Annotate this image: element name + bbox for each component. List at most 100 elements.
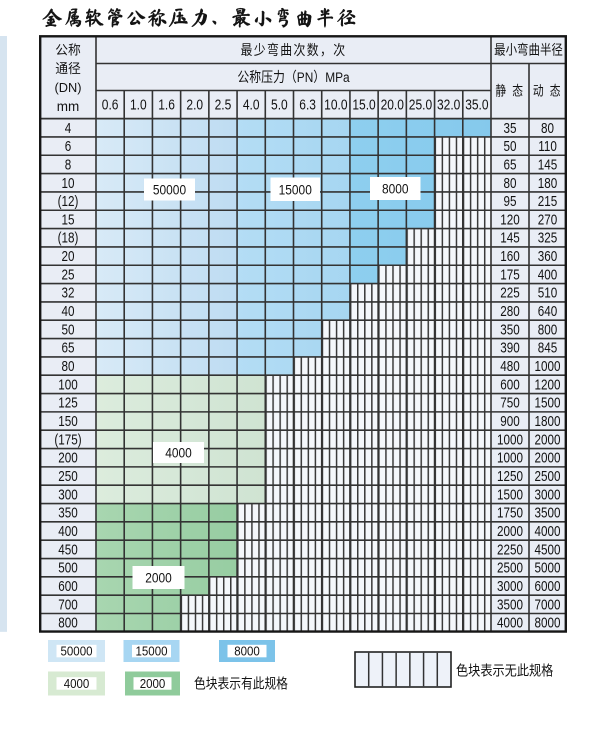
svg-text:4000: 4000	[497, 614, 523, 631]
svg-text:静 态: 静 态	[495, 80, 524, 100]
svg-text:2000: 2000	[535, 431, 561, 448]
svg-text:480: 480	[500, 358, 519, 375]
svg-text:4000: 4000	[165, 445, 192, 461]
svg-text:110: 110	[538, 138, 557, 155]
svg-text:120: 120	[500, 211, 519, 228]
svg-text:35: 35	[503, 120, 516, 137]
svg-text:1200: 1200	[535, 376, 561, 393]
svg-text:400: 400	[58, 523, 77, 540]
svg-text:40: 40	[61, 303, 74, 320]
svg-text:145: 145	[538, 156, 557, 173]
svg-text:3000: 3000	[535, 486, 561, 503]
svg-text:3000: 3000	[497, 578, 523, 595]
svg-text:80: 80	[503, 174, 516, 191]
svg-text:145: 145	[500, 229, 519, 246]
svg-text:15000: 15000	[136, 644, 168, 659]
svg-text:50000: 50000	[153, 182, 186, 198]
svg-text:(18): (18)	[58, 229, 79, 246]
svg-text:700: 700	[58, 596, 77, 613]
svg-text:5000: 5000	[535, 559, 561, 576]
svg-text:10.0: 10.0	[324, 96, 348, 113]
svg-text:25.0: 25.0	[409, 96, 433, 113]
svg-text:500: 500	[58, 559, 77, 576]
svg-text:15000: 15000	[279, 181, 312, 197]
svg-text:80: 80	[61, 358, 74, 375]
svg-text:7000: 7000	[535, 596, 561, 613]
svg-text:金属软管公称压力、最小弯曲半径: 金属软管公称压力、最小弯曲半径	[42, 8, 357, 28]
svg-text:325: 325	[538, 229, 557, 246]
svg-text:3500: 3500	[535, 504, 561, 521]
svg-text:600: 600	[58, 578, 77, 595]
svg-text:8000: 8000	[382, 181, 409, 197]
svg-text:2000: 2000	[140, 676, 166, 691]
svg-text:400: 400	[538, 266, 557, 283]
svg-text:2.5: 2.5	[215, 96, 232, 113]
svg-text:160: 160	[500, 248, 519, 265]
svg-text:50000: 50000	[61, 644, 93, 659]
svg-text:色块表示无此规格: 色块表示无此规格	[456, 659, 553, 679]
svg-text:100: 100	[58, 376, 77, 393]
svg-text:1250: 1250	[497, 468, 523, 485]
svg-text:动 态: 动 态	[533, 80, 562, 100]
svg-text:2000: 2000	[497, 523, 523, 540]
svg-text:5.0: 5.0	[271, 96, 288, 113]
svg-text:390: 390	[500, 339, 519, 356]
svg-text:65: 65	[503, 156, 516, 173]
svg-text:公称: 公称	[55, 39, 81, 58]
svg-text:250: 250	[58, 468, 77, 485]
svg-text:色块表示有此规格: 色块表示有此规格	[194, 672, 288, 693]
svg-text:2000: 2000	[535, 449, 561, 466]
svg-text:3500: 3500	[497, 596, 523, 613]
svg-text:8: 8	[65, 156, 72, 173]
svg-text:6000: 6000	[535, 578, 561, 595]
svg-text:2500: 2500	[535, 468, 561, 485]
svg-text:4.0: 4.0	[243, 96, 260, 113]
svg-text:公称压力（PN）MPa: 公称压力（PN）MPa	[237, 66, 350, 86]
svg-text:1000: 1000	[535, 358, 561, 375]
svg-text:6: 6	[65, 138, 72, 155]
svg-text:2.0: 2.0	[186, 96, 203, 113]
svg-text:通径: 通径	[55, 58, 81, 77]
svg-text:225: 225	[500, 284, 519, 301]
svg-text:8000: 8000	[535, 614, 561, 631]
svg-text:845: 845	[538, 339, 557, 356]
svg-text:1000: 1000	[497, 431, 523, 448]
svg-text:0.6: 0.6	[102, 96, 119, 113]
svg-text:15: 15	[61, 211, 74, 228]
svg-text:4: 4	[65, 120, 72, 137]
svg-text:180: 180	[538, 174, 557, 191]
svg-text:10: 10	[61, 174, 74, 191]
svg-text:800: 800	[58, 614, 77, 631]
svg-text:1500: 1500	[535, 394, 561, 411]
svg-text:2250: 2250	[497, 541, 523, 558]
svg-text:(175): (175)	[54, 431, 81, 448]
svg-text:20: 20	[61, 248, 74, 265]
svg-text:50: 50	[503, 138, 516, 155]
svg-text:1750: 1750	[497, 504, 523, 521]
svg-text:4500: 4500	[535, 541, 561, 558]
svg-text:270: 270	[538, 211, 557, 228]
svg-text:600: 600	[500, 376, 519, 393]
svg-text:8000: 8000	[234, 644, 260, 659]
svg-text:900: 900	[500, 413, 519, 430]
svg-text:32: 32	[61, 284, 74, 301]
svg-text:350: 350	[58, 504, 77, 521]
svg-text:360: 360	[538, 248, 557, 265]
svg-text:50: 50	[61, 321, 74, 338]
svg-text:35.0: 35.0	[465, 96, 489, 113]
svg-text:65: 65	[61, 339, 74, 356]
svg-text:1500: 1500	[497, 486, 523, 503]
svg-text:95: 95	[503, 193, 516, 210]
svg-text:32.0: 32.0	[437, 96, 461, 113]
svg-text:4000: 4000	[535, 523, 561, 540]
svg-text:1.0: 1.0	[130, 96, 147, 113]
svg-text:2500: 2500	[497, 559, 523, 576]
svg-text:4000: 4000	[64, 676, 90, 691]
svg-text:450: 450	[58, 541, 77, 558]
svg-text:80: 80	[541, 120, 554, 137]
svg-text:mm: mm	[57, 99, 80, 114]
svg-text:最少弯曲次数，次: 最少弯曲次数，次	[240, 39, 346, 59]
svg-text:350: 350	[500, 321, 519, 338]
svg-text:200: 200	[58, 449, 77, 466]
svg-text:最小弯曲半径: 最小弯曲半径	[494, 38, 563, 58]
